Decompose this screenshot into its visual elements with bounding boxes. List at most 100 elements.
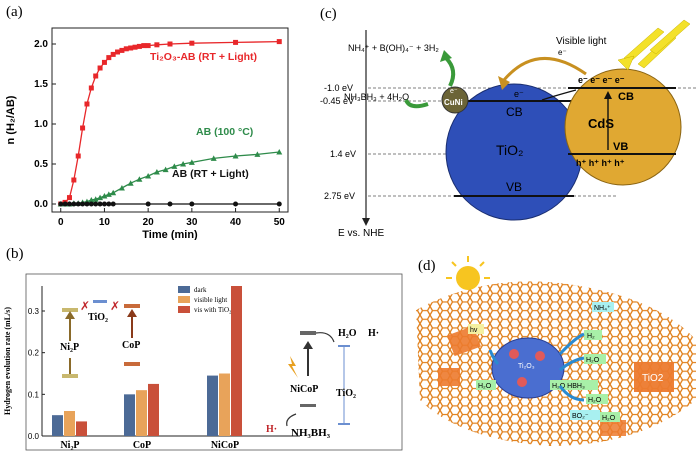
series-label: Ti₂O₃-AB (RT + Light) <box>150 51 257 63</box>
data-point <box>189 201 195 207</box>
cds-cb-label: CB <box>618 91 634 103</box>
y-axis-label: n (H₂/AB) <box>5 95 17 144</box>
active-site <box>535 351 545 361</box>
bo2-tag <box>570 410 600 420</box>
bar <box>124 394 135 436</box>
data-point <box>276 149 283 155</box>
h2-tag <box>584 330 602 340</box>
legend-swatch <box>178 306 190 313</box>
active-site <box>509 349 519 359</box>
bar <box>136 390 147 436</box>
x-axis-label: Time (min) <box>142 229 198 240</box>
data-point <box>97 194 104 201</box>
y-tick-label: 0.0 <box>34 199 48 210</box>
level-neg045: -0.45 eV <box>320 96 354 106</box>
panel-a: (a) 0 10 20 30 40 50 0.0 0.5 1.0 1.5 2.0 Time (min)… <box>0 0 300 240</box>
tio2-block <box>600 420 626 436</box>
data-point <box>123 46 129 52</box>
bar <box>231 286 242 436</box>
h2-label: H₂ <box>587 333 595 340</box>
cds-sphere <box>564 68 682 186</box>
cross-icon: ✗ <box>110 299 120 313</box>
light-rays <box>617 19 691 71</box>
h2o-tag <box>476 380 496 390</box>
data-point <box>115 49 121 55</box>
cds-to-tio2-arrow <box>541 89 577 101</box>
data-point <box>188 159 195 165</box>
ni2p-arrowhead <box>65 311 75 319</box>
data-point <box>119 47 125 53</box>
cds-label: CdS <box>588 116 614 131</box>
panel-b: (b) 0.0 0.1 0.2 0.3 Hydrogen evolution rate … <box>0 246 407 452</box>
tio2-label-left: TiO₂ <box>88 312 108 323</box>
data-point <box>189 40 195 46</box>
hv-label: hv <box>470 327 478 334</box>
level-neg1: -1.0 eV <box>324 83 353 93</box>
bar <box>52 415 63 436</box>
cop-band-bottom <box>124 362 140 366</box>
tio2-vb-label: VB <box>506 180 522 194</box>
panel-b-label: (b) <box>6 246 24 262</box>
h2-yield-chart: 0 10 20 30 40 50 0.0 0.5 1.0 1.5 2.0 Time (min) n (H… <box>5 27 289 240</box>
ni2p-tio2-schematic: Ni₂P TiO₂ ✗ ✗ CoP <box>60 299 140 378</box>
data-point <box>232 153 239 159</box>
data-point <box>128 45 134 51</box>
y-tick-label: 1.5 <box>34 79 48 90</box>
x-tick-label: 20 <box>143 217 155 228</box>
nh4-label: NH₄⁺ <box>594 305 611 312</box>
band-diagram: (c) E vs. NHE -1.0 eV -0.45 eV 1.4 eV 2.… <box>320 6 698 239</box>
bar <box>148 383 159 436</box>
h2o-out-label: H₂O <box>586 357 600 364</box>
legend-label: visible light <box>194 296 227 304</box>
data-point <box>84 101 90 107</box>
y-tick-label: 0.3 <box>28 307 40 316</box>
h-tag <box>600 412 620 422</box>
x-tick-label: 0 <box>58 217 64 228</box>
y-tick-label: 2.0 <box>34 39 48 50</box>
x-tick-label: 50 <box>274 217 286 228</box>
data-point <box>276 201 282 207</box>
tio2-cb-label: CB <box>506 105 523 119</box>
product-arrow <box>444 56 456 87</box>
data-point <box>80 125 86 131</box>
axis-arrowhead <box>362 218 370 226</box>
data-point <box>106 201 112 207</box>
reaction-reactants: NH₃BH₃ + 4H₂O <box>344 92 409 102</box>
data-point <box>162 166 169 173</box>
cds-holes: h⁺ h⁺ h⁺ h⁺ <box>576 158 625 168</box>
data-point <box>97 65 103 71</box>
data-point <box>141 43 147 49</box>
data-point <box>154 42 160 48</box>
panel-d-label: (d) <box>418 258 436 274</box>
bar <box>219 373 230 436</box>
migration-arrowhead <box>498 76 510 90</box>
data-point <box>167 41 173 47</box>
h-dot-label: H· <box>368 328 379 339</box>
y-tick-label: 0.5 <box>34 159 48 170</box>
hydrogen-evolution-bar-chart: 0.0 0.1 0.2 0.3 Hydrogen evolution rate (mL/… <box>3 273 403 451</box>
data-point <box>171 163 178 169</box>
nh3bh3-label: NH₃BH₃ <box>291 427 331 439</box>
tio2-block-large <box>634 362 674 392</box>
reaction-products: NH₄⁺ + B(OH)₄⁻ + 3H₂ <box>348 43 439 53</box>
data-point <box>145 43 151 49</box>
category-label: CoP <box>133 440 151 451</box>
tio2-band-left <box>93 300 107 303</box>
legend-label: dark <box>194 286 207 294</box>
data-point <box>118 185 125 191</box>
data-point <box>84 201 90 207</box>
data-point <box>110 189 117 196</box>
data-point <box>58 201 64 207</box>
cross-icon: ✗ <box>80 299 90 313</box>
data-point <box>254 151 261 157</box>
nicop-band-top <box>300 331 316 335</box>
data-point <box>132 44 138 50</box>
axis-label: E vs. NHE <box>338 228 384 239</box>
graphene-illustration: (d) TiO2 Ti₂O₃ hv H₂O NH₄⁺ H₂ H₂O H₂O <box>416 256 696 446</box>
y-tick-label: 0.1 <box>28 390 40 399</box>
y-tick-label: 0.0 <box>28 432 40 441</box>
cop-label: CoP <box>122 340 140 351</box>
tio2-label: TiO2 <box>642 373 664 384</box>
data-point <box>276 39 282 45</box>
sun-rays <box>446 256 490 279</box>
